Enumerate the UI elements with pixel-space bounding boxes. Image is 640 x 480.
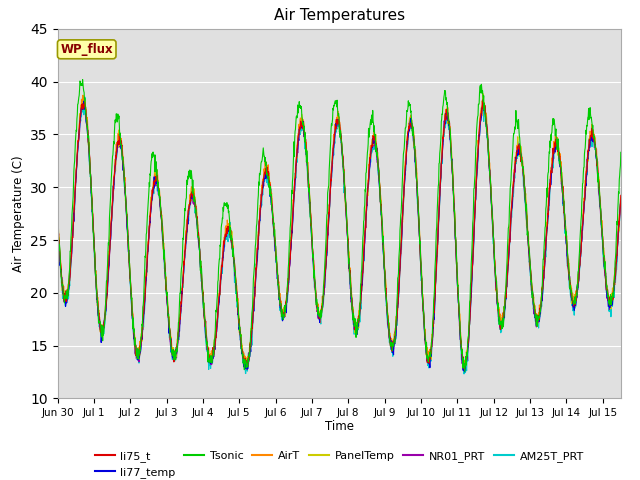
NR01_PRT — [79, 98, 87, 104]
li77_temp — [216, 277, 224, 283]
li77_temp — [461, 369, 468, 375]
NR01_PRT — [54, 219, 61, 225]
AM25T_PRT — [156, 187, 163, 193]
AM25T_PRT — [216, 282, 224, 288]
AirT — [461, 364, 468, 370]
NR01_PRT — [166, 333, 173, 339]
li75_t — [216, 288, 224, 293]
AirT — [543, 224, 551, 230]
PanelTemp — [479, 91, 487, 96]
NR01_PRT — [481, 105, 488, 110]
li77_temp — [268, 201, 275, 207]
PanelTemp — [268, 194, 275, 200]
Tsonic — [268, 204, 275, 210]
PanelTemp — [460, 367, 468, 373]
Text: WP_flux: WP_flux — [60, 43, 113, 56]
Tsonic — [461, 369, 468, 374]
NR01_PRT — [243, 367, 251, 372]
NR01_PRT — [156, 189, 163, 195]
li75_t — [543, 225, 551, 230]
li75_t — [479, 97, 486, 103]
li75_t — [166, 325, 173, 331]
Tsonic — [54, 209, 61, 215]
AM25T_PRT — [543, 227, 551, 232]
NR01_PRT — [268, 207, 276, 213]
PanelTemp — [166, 325, 173, 331]
PanelTemp — [617, 202, 625, 207]
AM25T_PRT — [81, 94, 89, 100]
li75_t — [268, 194, 275, 200]
PanelTemp — [54, 225, 61, 230]
Line: PanelTemp: PanelTemp — [58, 94, 621, 370]
li77_temp — [80, 98, 88, 104]
AirT — [216, 271, 224, 277]
PanelTemp — [481, 102, 488, 108]
li75_t — [617, 192, 625, 198]
Legend: li75_t, li77_temp, Tsonic, AirT, PanelTemp, NR01_PRT, AM25T_PRT: li75_t, li77_temp, Tsonic, AirT, PanelTe… — [90, 446, 588, 480]
Line: li75_t: li75_t — [58, 100, 621, 369]
PanelTemp — [216, 283, 224, 288]
X-axis label: Time: Time — [324, 420, 354, 432]
NR01_PRT — [543, 227, 551, 233]
li75_t — [460, 366, 467, 372]
Tsonic — [617, 149, 625, 155]
li75_t — [481, 106, 488, 112]
li77_temp — [543, 227, 551, 232]
AM25T_PRT — [481, 107, 488, 112]
Line: li77_temp: li77_temp — [58, 101, 621, 372]
Line: Tsonic: Tsonic — [58, 80, 621, 372]
li77_temp — [481, 103, 488, 108]
AirT — [481, 105, 488, 111]
Tsonic — [166, 326, 173, 332]
AM25T_PRT — [54, 213, 61, 219]
NR01_PRT — [216, 283, 224, 289]
AirT — [54, 217, 61, 223]
li77_temp — [54, 225, 61, 231]
Line: AirT: AirT — [58, 95, 621, 367]
AM25T_PRT — [617, 199, 625, 204]
Title: Air Temperatures: Air Temperatures — [274, 9, 404, 24]
AirT — [156, 186, 163, 192]
Tsonic — [156, 188, 163, 193]
AirT — [617, 194, 625, 200]
AirT — [79, 92, 87, 98]
PanelTemp — [155, 189, 163, 194]
AirT — [268, 190, 275, 196]
Tsonic — [481, 101, 488, 107]
Tsonic — [216, 244, 224, 250]
Line: NR01_PRT: NR01_PRT — [58, 101, 621, 370]
AM25T_PRT — [166, 336, 173, 342]
li77_temp — [617, 201, 625, 206]
li77_temp — [156, 189, 163, 195]
li75_t — [155, 185, 163, 191]
li77_temp — [166, 328, 173, 334]
Line: AM25T_PRT: AM25T_PRT — [58, 97, 621, 374]
Tsonic — [79, 77, 86, 83]
AirT — [166, 328, 173, 334]
AM25T_PRT — [268, 197, 275, 203]
AM25T_PRT — [460, 371, 468, 377]
NR01_PRT — [617, 200, 625, 205]
Y-axis label: Air Temperature (C): Air Temperature (C) — [12, 156, 25, 272]
li75_t — [54, 219, 61, 225]
Tsonic — [543, 185, 551, 191]
PanelTemp — [543, 219, 551, 225]
